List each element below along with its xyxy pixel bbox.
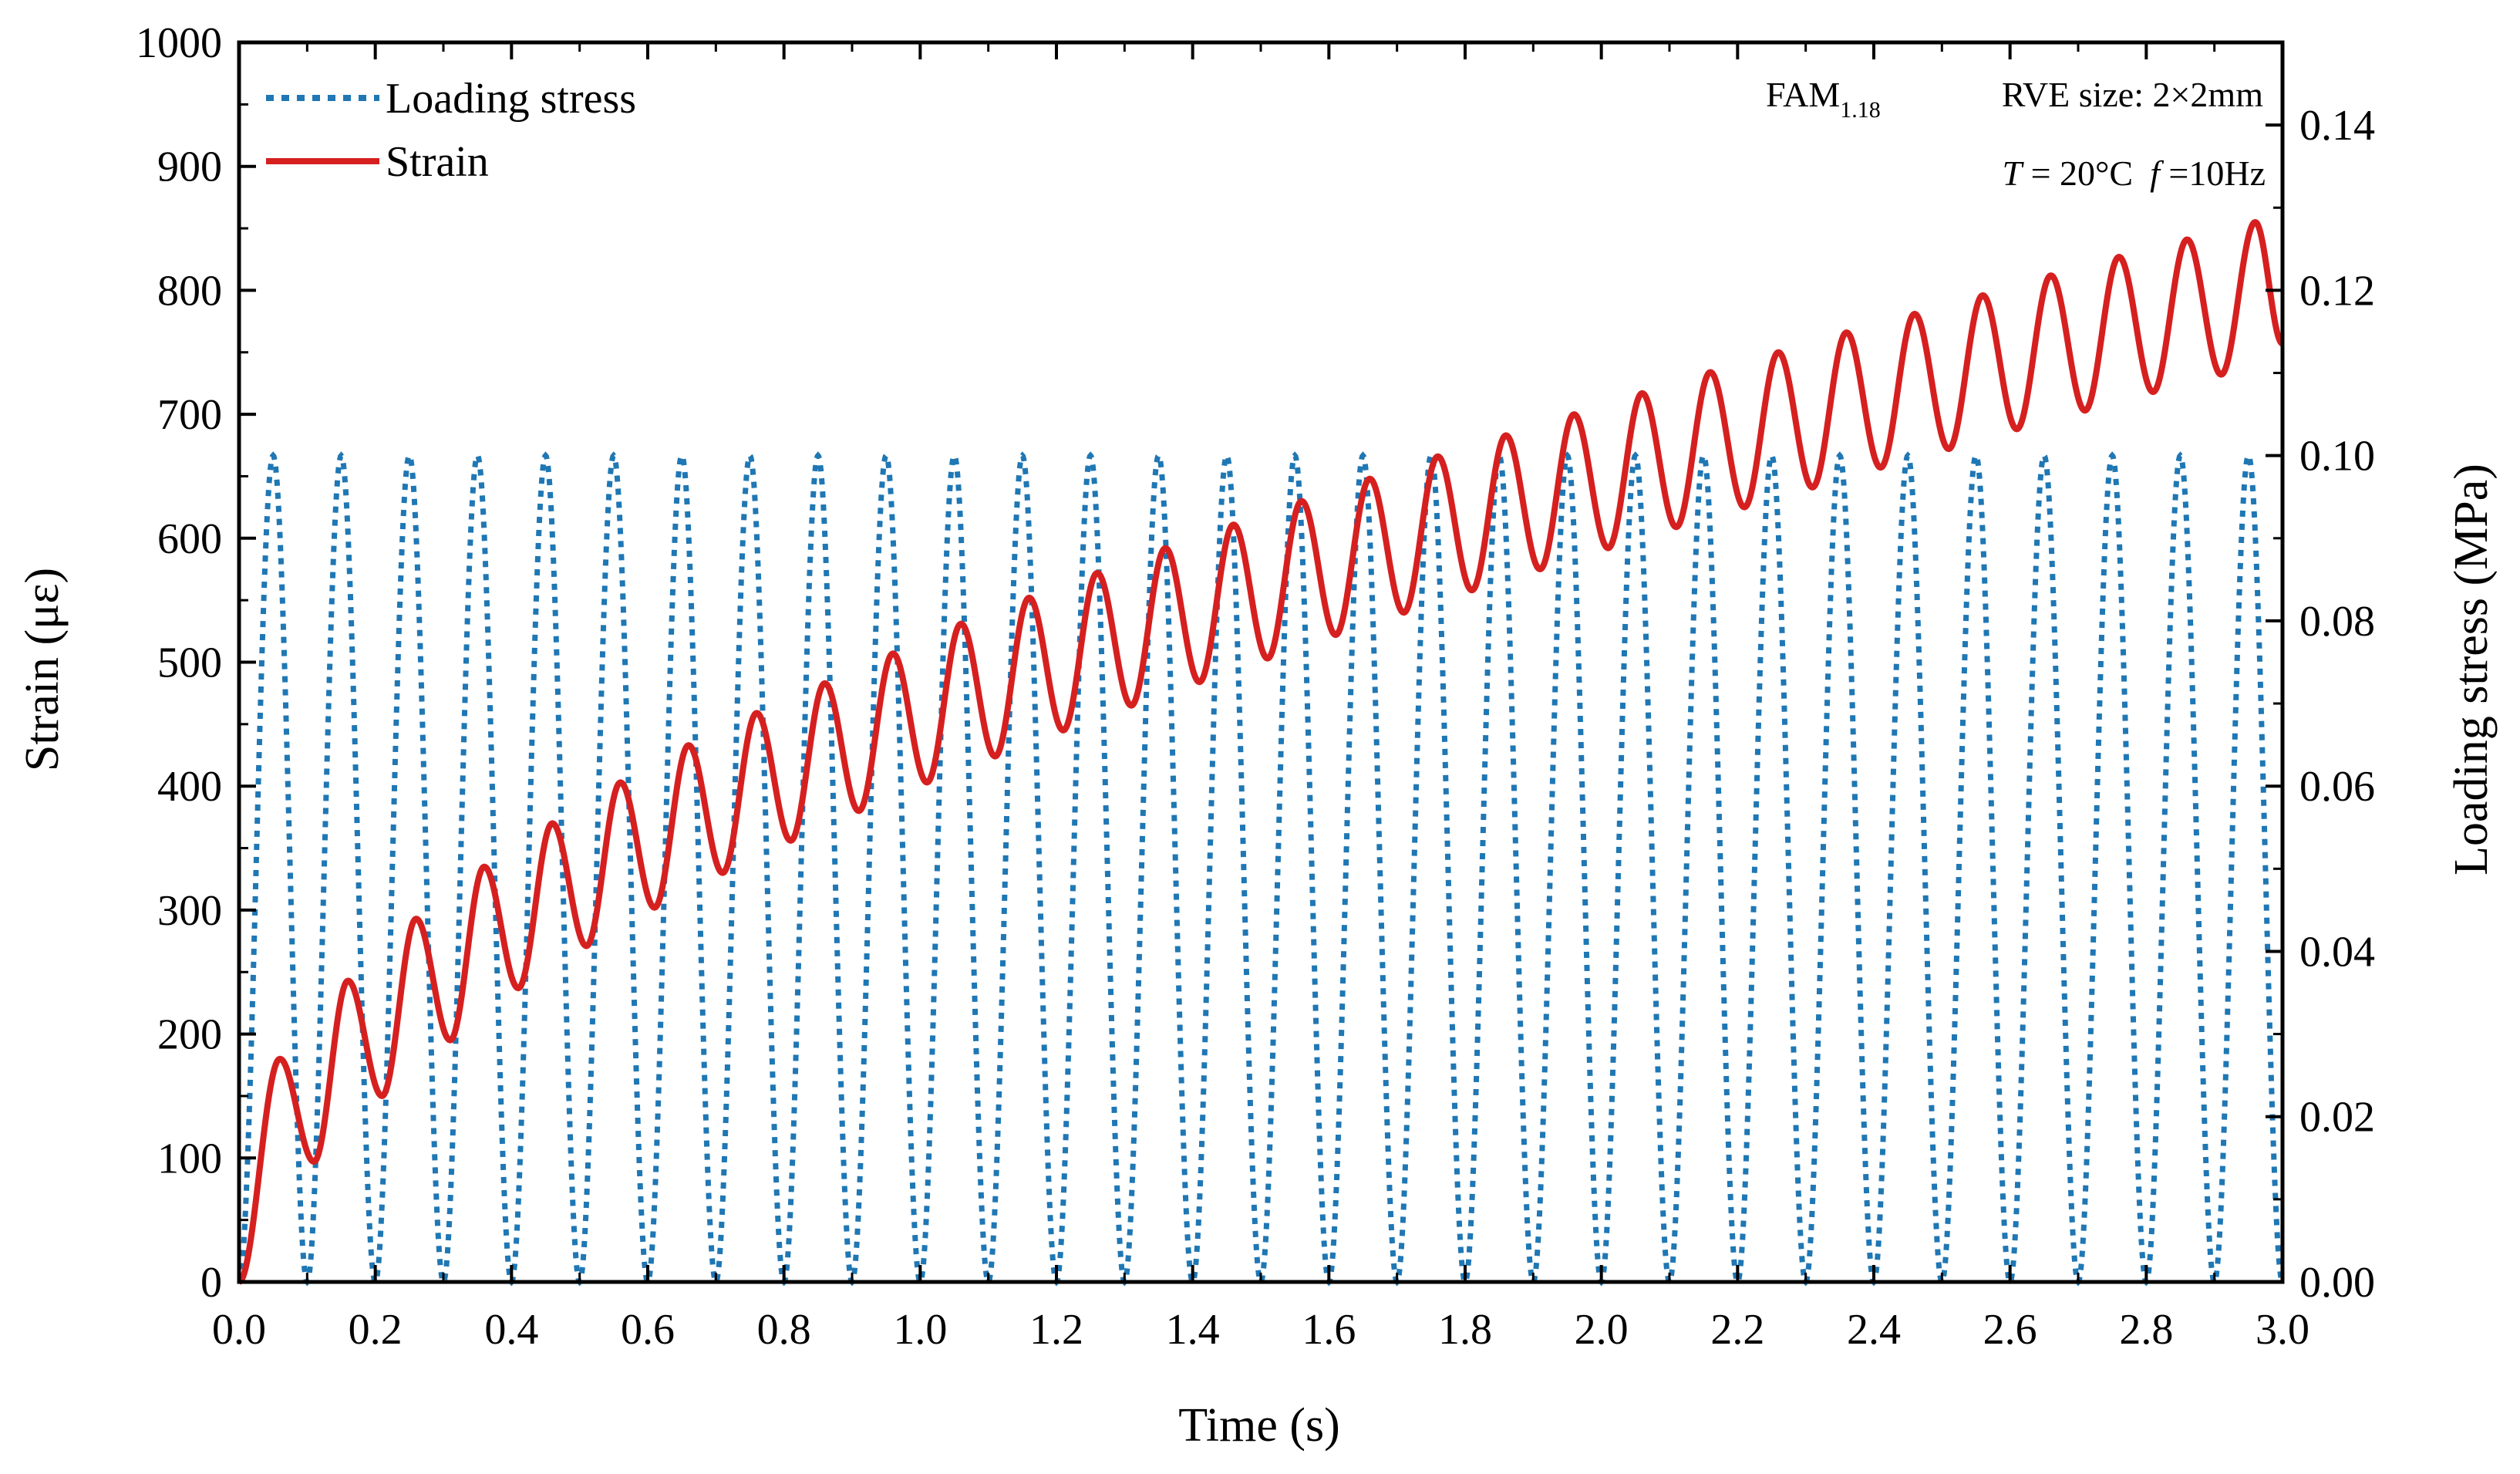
y-tick-label: 800 <box>157 267 222 315</box>
legend-stress-label: Loading stress <box>386 75 636 123</box>
y-tick-label: 0 <box>200 1259 222 1307</box>
axes-layer <box>239 42 2282 1282</box>
x-tick-label: 1.6 <box>1302 1306 1356 1354</box>
y2-tick-label: 0.02 <box>2299 1094 2375 1142</box>
y-tick-label: 400 <box>157 763 222 811</box>
ticks-layer: 0.0 0.2 0.4 0.6 0.8 1.0 1.2 1.4 1.6 1.8 2.0 2.2 2.4 2… <box>136 19 2375 1354</box>
y-tick-label: 1000 <box>136 19 222 67</box>
x-tick-label: 0.2 <box>349 1306 403 1354</box>
y-tick-label: 300 <box>157 887 222 935</box>
x-tick-label: 0.8 <box>757 1306 811 1354</box>
y2-tick-label: 0.08 <box>2299 598 2375 646</box>
y-tick-label: 500 <box>157 639 222 687</box>
y-axis-title: Strain (με) <box>16 568 69 771</box>
x-tick-label: 2.0 <box>1575 1306 1629 1354</box>
x-tick-label: 2.4 <box>1847 1306 1901 1354</box>
y-tick-label: 700 <box>157 391 222 439</box>
annotation-material: FAM1.18 <box>1766 75 1881 123</box>
x-tick-label: 0.0 <box>212 1306 266 1354</box>
series-layer <box>239 222 2282 1282</box>
x-tick-label: 1.0 <box>893 1306 947 1354</box>
x-tick-label: 0.6 <box>621 1306 675 1354</box>
y-tick-label: 600 <box>157 515 222 563</box>
legend: Loading stress Strain <box>266 75 636 186</box>
x-tick-label: 1.8 <box>1438 1306 1492 1354</box>
legend-strain-label: Strain <box>386 138 489 186</box>
y-tick-label: 900 <box>157 143 222 191</box>
y2-axis-title: Loading stress (MPa) <box>2445 464 2498 875</box>
x-tick-label: 3.0 <box>2256 1306 2309 1354</box>
y2-tick-label: 0.14 <box>2299 102 2375 150</box>
x-tick-label: 2.8 <box>2119 1306 2173 1354</box>
y2-tick-label: 0.12 <box>2299 267 2375 315</box>
y-tick-label: 200 <box>157 1011 222 1059</box>
strain-series-line <box>239 222 2282 1282</box>
y2-tick-label: 0.10 <box>2299 433 2375 481</box>
x-axis-title: Time (s) <box>1178 1399 1340 1452</box>
x-tick-label: 1.4 <box>1166 1306 1220 1354</box>
y2-tick-label: 0.00 <box>2299 1259 2375 1307</box>
x-tick-label: 0.4 <box>484 1306 538 1354</box>
x-tick-label: 1.2 <box>1029 1306 1083 1354</box>
plot-frame <box>239 42 2282 1282</box>
x-tick-label: 2.2 <box>1710 1306 1764 1354</box>
annotation-rve-size: RVE size: 2×2mm <box>2002 75 2263 114</box>
y-tick-label: 100 <box>157 1135 222 1182</box>
y2-tick-label: 0.04 <box>2299 928 2375 976</box>
y2-tick-label: 0.06 <box>2299 763 2375 811</box>
stress-series-line <box>239 456 2282 1282</box>
x-tick-label: 2.6 <box>1983 1306 2037 1354</box>
